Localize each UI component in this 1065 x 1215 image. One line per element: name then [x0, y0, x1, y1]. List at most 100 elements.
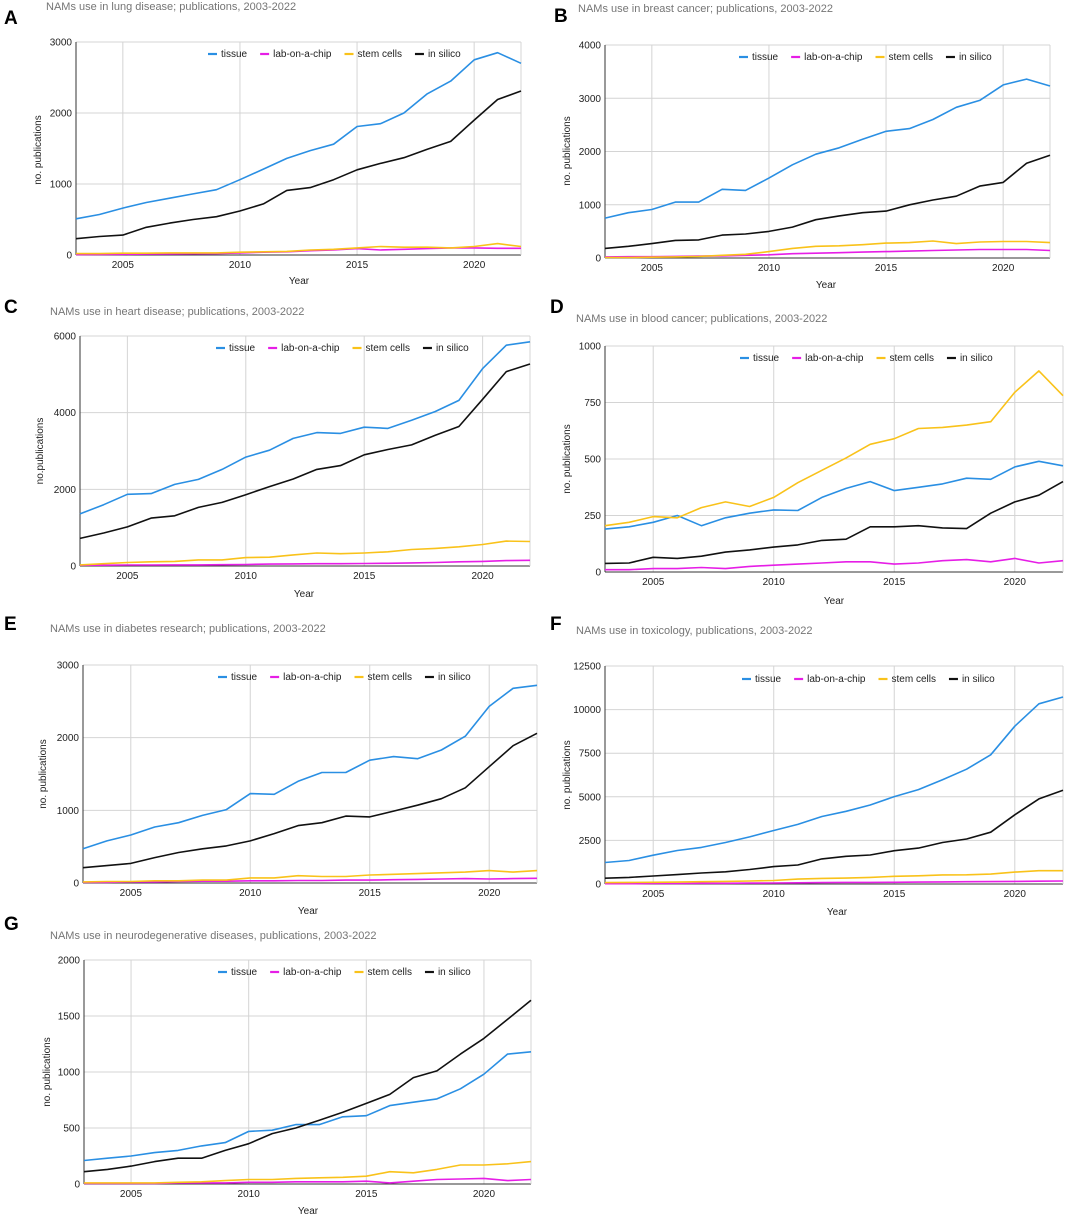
x-tick-label: 2020	[1004, 577, 1027, 588]
y-tick-label: 1000	[579, 342, 602, 353]
y-tick-label: 3000	[579, 94, 602, 105]
series-line-stem-cells	[84, 1160, 532, 1184]
legend-item-label: tissue	[221, 49, 248, 60]
panel-letter: D	[550, 297, 564, 318]
legend-item-label: in silico	[959, 52, 992, 63]
y-tick-label: 10000	[573, 705, 601, 716]
x-tick-label: 2015	[355, 1189, 378, 1200]
legend-item-label: lab-on-a-chip	[281, 343, 340, 354]
y-axis-label: no. publications	[38, 739, 49, 809]
chart-panel-a: A NAMs use in lung disease; publications,…	[4, 1, 522, 287]
series-line-tissue	[82, 684, 538, 850]
y-tick-label: 500	[584, 455, 601, 466]
y-tick-label: 0	[70, 562, 76, 573]
legend: tissue lab-on-a-chip stem cells in silico	[740, 353, 993, 364]
series-line-in-silico	[75, 90, 522, 240]
y-tick-label: 500	[63, 1124, 80, 1135]
y-tick-label: 0	[595, 254, 601, 265]
series-line-stem-cells	[604, 869, 1063, 884]
y-axis-label: no. publications	[562, 424, 573, 494]
x-tick-label: 2005	[642, 577, 665, 588]
x-tick-label: 2015	[883, 889, 906, 900]
y-tick-label: 6000	[54, 332, 77, 343]
series-line-stem-cells	[604, 370, 1064, 527]
chart-panel-d: D NAMs use in blood cancer; publications,…	[550, 297, 1064, 607]
legend: tissue lab-on-a-chip stem cells in silico	[739, 52, 992, 63]
y-tick-label: 2000	[54, 485, 77, 496]
x-tick-label: 2020	[1004, 889, 1027, 900]
y-tick-label: 5000	[579, 792, 602, 803]
y-tick-label: 0	[74, 1180, 80, 1191]
legend-item-label: in silico	[438, 672, 471, 683]
legend-item-label: lab-on-a-chip	[807, 674, 866, 685]
legend: tissue lab-on-a-chip stem cells in silico	[208, 49, 461, 60]
y-tick-label: 4000	[579, 41, 602, 52]
chart-title: NAMs use in neurodegenerative diseases, …	[50, 930, 377, 942]
series-line-lab-on-a-chip	[605, 880, 1064, 885]
series-line-in-silico	[79, 363, 531, 540]
x-tick-label: 2015	[346, 260, 369, 271]
chart-panel-b: B NAMs use in breast cancer; publications…	[554, 3, 1051, 291]
y-tick-label: 750	[584, 398, 601, 409]
x-tick-label: 2015	[883, 577, 906, 588]
y-tick-label: 1000	[50, 180, 73, 191]
x-axis-label: Year	[289, 276, 310, 287]
x-axis-label: Year	[827, 907, 848, 918]
series-line-lab-on-a-chip	[83, 877, 538, 884]
panel-letter: C	[4, 297, 18, 318]
x-tick-label: 2020	[472, 571, 495, 582]
x-tick-label: 2015	[359, 888, 382, 899]
chart-panel-c: C NAMs use in heart disease; publications…	[4, 297, 531, 600]
y-axis-label: no. publications	[42, 1037, 53, 1107]
chart-panel-f: F NAMs use in toxicology, publications, 2…	[550, 614, 1064, 918]
y-tick-label: 1500	[58, 1012, 81, 1023]
y-tick-label: 1000	[58, 1068, 81, 1079]
series-line-in-silico	[604, 154, 1051, 250]
x-tick-label: 2005	[112, 260, 135, 271]
legend-item-label: stem cells	[890, 353, 934, 364]
x-tick-label: 2010	[763, 889, 786, 900]
panel-letter: B	[554, 6, 568, 27]
panel-letter: F	[550, 614, 562, 635]
legend: tissue lab-on-a-chip stem cells in silico	[218, 967, 471, 978]
legend-item-label: lab-on-a-chip	[283, 672, 342, 683]
y-axis-label: no. publications	[33, 115, 44, 185]
y-tick-label: 2500	[579, 836, 602, 847]
legend-item-label: in silico	[436, 343, 469, 354]
x-tick-label: 2010	[763, 577, 786, 588]
legend-item-label: lab-on-a-chip	[273, 49, 332, 60]
legend-item-label: tissue	[231, 672, 258, 683]
series-line-lab-on-a-chip	[80, 559, 531, 567]
y-tick-label: 0	[595, 880, 601, 891]
legend-item-label: stem cells	[892, 674, 936, 685]
legend-item-label: tissue	[229, 343, 256, 354]
legend-item-label: stem cells	[368, 672, 412, 683]
x-tick-label: 2015	[875, 263, 898, 274]
legend-item-label: tissue	[755, 674, 782, 685]
legend-item-label: lab-on-a-chip	[805, 353, 864, 364]
legend-item-label: in silico	[438, 967, 471, 978]
x-axis-label: Year	[816, 280, 837, 291]
chart-panel-e: E NAMs use in diabetes research; publicat…	[4, 614, 538, 917]
y-tick-label: 2000	[58, 956, 81, 967]
y-tick-label: 12500	[573, 662, 601, 673]
legend-item-label: tissue	[753, 353, 780, 364]
series-line-in-silico	[604, 480, 1064, 565]
x-tick-label: 2010	[758, 263, 781, 274]
series-line-tissue	[75, 51, 522, 220]
series-line-stem-cells	[82, 869, 538, 883]
x-tick-label: 2020	[473, 1189, 496, 1200]
x-tick-label: 2010	[239, 888, 262, 899]
x-tick-label: 2010	[229, 260, 252, 271]
x-tick-label: 2020	[992, 263, 1015, 274]
x-tick-label: 2010	[238, 1189, 261, 1200]
series-line-stem-cells	[76, 242, 522, 255]
series-line-lab-on-a-chip	[604, 248, 1051, 258]
legend-item-label: lab-on-a-chip	[804, 52, 863, 63]
legend-item-label: lab-on-a-chip	[283, 967, 342, 978]
chart-title: NAMs use in lung disease; publications, …	[46, 1, 296, 13]
series-line-tissue	[83, 1051, 532, 1162]
y-tick-label: 2000	[50, 109, 73, 120]
chart-title: NAMs use in blood cancer; publications, …	[576, 313, 827, 325]
